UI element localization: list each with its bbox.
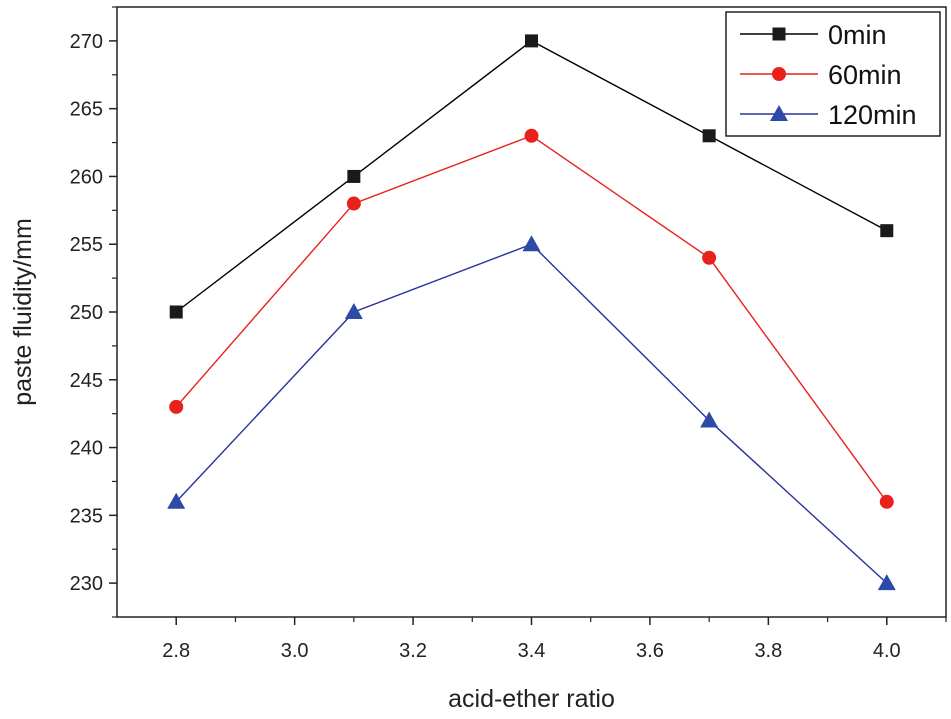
data-point [879,494,894,509]
series-60min [169,128,894,509]
data-point [702,129,716,143]
data-point [700,411,719,428]
data-point [169,305,183,319]
data-point [702,250,717,265]
y-axis-ticks: 230 235 240 245 250 255 260 265 270 [70,6,117,618]
data-point [877,574,896,591]
legend-marker [772,27,786,41]
legend-marker [772,67,786,81]
data-point [346,196,361,211]
plot-series [167,34,896,591]
x-tick-label: 3.8 [754,640,782,662]
series-0min [169,34,894,319]
series-line [175,243,888,584]
y-tick-label: 245 [70,370,103,392]
series-120min [167,235,896,591]
data-point [167,492,186,509]
series-line [175,134,888,503]
y-tick-label: 240 [70,438,103,460]
x-tick-label: 3.2 [399,640,427,662]
legend: 0min 60min 120min [725,11,941,137]
data-point [880,224,894,238]
y-tick-label: 230 [70,573,103,595]
y-tick-label: 250 [70,302,103,324]
data-point [525,34,538,48]
legend-item: 120min [740,100,917,130]
data-point [524,128,539,143]
legend-label: 0min [828,20,887,50]
data-point [522,235,541,252]
legend-item: 60min [740,60,902,90]
data-point [344,303,363,319]
x-axis-ticks: 2.8 3.0 3.2 3.4 3.6 3.8 4.0 [162,617,947,662]
legend-label: 120min [828,100,917,130]
y-tick-label: 260 [70,166,103,188]
x-tick-label: 3.6 [636,640,664,662]
x-tick-label: 4.0 [873,640,901,662]
y-tick-label: 265 [70,99,103,121]
y-tick-label: 255 [70,234,103,256]
x-axis-label: acid-ether ratio [448,685,615,713]
x-tick-label: 3.0 [281,640,309,662]
y-axis-label: paste fluidity/mm [9,218,37,406]
y-tick-label: 270 [70,31,103,53]
legend-marker [770,105,788,121]
data-point [169,399,184,414]
x-tick-label: 3.4 [518,640,546,662]
y-tick-label: 235 [70,505,103,527]
legend-item: 0min [740,20,887,50]
data-point [347,169,361,183]
legend-label: 60min [828,60,902,90]
x-tick-label: 2.8 [162,640,190,662]
